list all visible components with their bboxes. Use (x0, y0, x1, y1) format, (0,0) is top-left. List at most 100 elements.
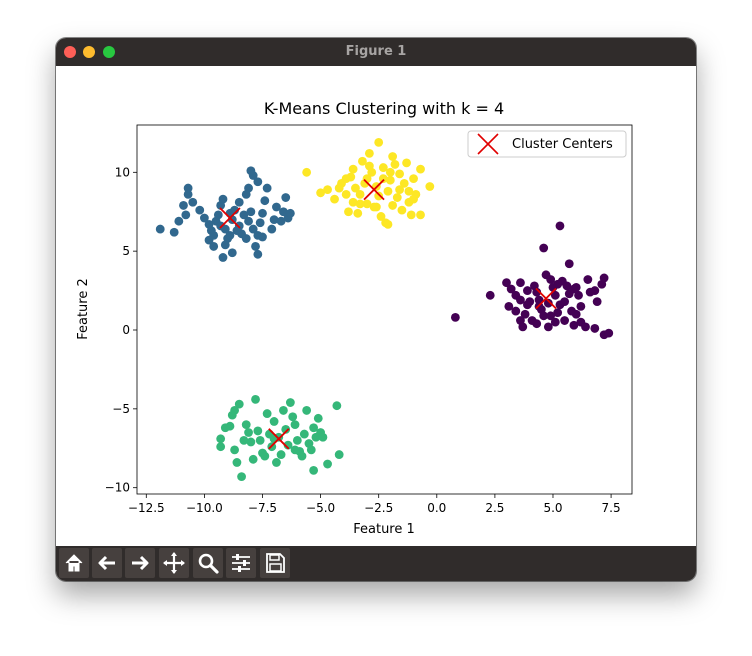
legend: Cluster Centers (467, 130, 627, 158)
scatter-point (378, 163, 388, 172)
forward-arrow-icon (132, 555, 149, 571)
zoom-magnifier-icon (198, 553, 219, 574)
scatter-point (209, 230, 219, 240)
scatter-point (330, 194, 339, 204)
scatter-point (260, 451, 270, 461)
scatter-point (241, 420, 251, 430)
scatter-point (216, 442, 226, 452)
scatter-point (230, 406, 240, 415)
home-icon (65, 554, 83, 572)
scatter-point (416, 210, 425, 220)
back-button[interactable] (92, 548, 122, 578)
scatter-point (216, 434, 226, 444)
home-button[interactable] (59, 548, 89, 578)
scatter-point (306, 445, 316, 455)
scatter-point (248, 454, 258, 464)
minimize-window-button[interactable] (83, 46, 95, 58)
save-disk-icon (266, 553, 285, 573)
scatter-point (385, 175, 395, 185)
scatter-point (399, 178, 409, 188)
scatter-point (450, 312, 460, 322)
scatter-point (279, 207, 288, 217)
scatter-point (183, 183, 193, 193)
close-window-button[interactable] (64, 46, 76, 58)
scatter-point (406, 210, 416, 220)
scatter-point (390, 160, 400, 169)
scatter-point (523, 286, 532, 295)
pan-button[interactable] (159, 548, 189, 578)
scatter-point (404, 186, 414, 196)
scatter-point (553, 279, 563, 289)
scatter-point (299, 429, 309, 439)
zoom-button[interactable] (193, 548, 223, 578)
scatter-point (560, 316, 570, 325)
scatter-point (239, 435, 249, 445)
scatter-point (416, 164, 425, 174)
scatter-point (183, 189, 193, 199)
scatter-point (334, 183, 344, 193)
scatter-point (283, 440, 293, 450)
scatter-point (269, 434, 279, 444)
scatter-point (585, 287, 595, 297)
scatter-point (213, 210, 223, 220)
scatter-point (341, 189, 351, 199)
scatter-point (425, 182, 435, 191)
scatter-point (251, 394, 260, 404)
scatter-point (260, 196, 270, 206)
cluster-center-marker (535, 287, 557, 310)
title-bar[interactable]: Figure 1 (56, 38, 696, 66)
y-tick-label: −5 (112, 402, 130, 416)
scatter-point (258, 208, 267, 218)
scatter-point (309, 465, 319, 475)
scatter-point (239, 210, 249, 220)
scatter-point (569, 320, 579, 330)
scatter-point (562, 281, 572, 291)
scatter-point (234, 399, 244, 409)
scatter-point (281, 193, 291, 202)
scatter-point (179, 201, 188, 210)
scatter-point (309, 423, 319, 433)
scatter-point (169, 227, 179, 237)
save-button[interactable] (260, 548, 290, 578)
plot-area (136, 124, 633, 495)
scatter-point (502, 278, 511, 288)
scatter-point (155, 224, 165, 234)
scatter-chart: K-Means Clustering with k = 4 −12.5 −10.0… (76, 99, 633, 537)
scatter-point (383, 186, 393, 196)
scatter-point (227, 248, 237, 258)
scatter-point (288, 412, 298, 422)
y-tick-label: 0 (122, 323, 130, 337)
scatter-point (374, 137, 384, 147)
scatter-point (546, 275, 556, 284)
scatter-point (355, 189, 365, 199)
scatter-point (316, 188, 325, 198)
scatter-point (392, 193, 402, 202)
scatter-point (550, 317, 560, 327)
legend-marker-x-icon (477, 133, 499, 155)
x-tick-label: 0.0 (427, 501, 446, 515)
x-tick-label: 2.5 (485, 501, 504, 515)
scatter-point (590, 324, 600, 333)
scatter-point (395, 185, 405, 195)
scatter-point (253, 426, 263, 436)
scatter-point (279, 406, 288, 415)
scatter-point (285, 208, 295, 218)
scatter-point (334, 450, 344, 459)
scatter-point (272, 202, 281, 212)
scatter-point (232, 458, 242, 467)
scatter-point (374, 191, 384, 201)
scatter-point (225, 208, 235, 218)
scatter-point (583, 275, 593, 284)
scatter-point (520, 309, 530, 319)
scatter-point (539, 243, 549, 253)
figure-canvas[interactable]: K-Means Clustering with k = 4 −12.5 −10.0… (56, 66, 696, 546)
maximize-window-button[interactable] (103, 46, 115, 58)
forward-button[interactable] (125, 548, 155, 578)
scatter-point (504, 301, 514, 311)
scatter-point (395, 169, 405, 179)
y-tick-label: 10 (115, 165, 130, 179)
configure-subplots-button[interactable] (226, 548, 256, 578)
scatter-point (571, 309, 581, 319)
x-axis-ticks: −12.5 −10.0 −7.5 −5.0 −2.5 0.0 2.5 5.0 7.5 (128, 494, 621, 515)
y-tick-label: −10 (105, 481, 130, 495)
